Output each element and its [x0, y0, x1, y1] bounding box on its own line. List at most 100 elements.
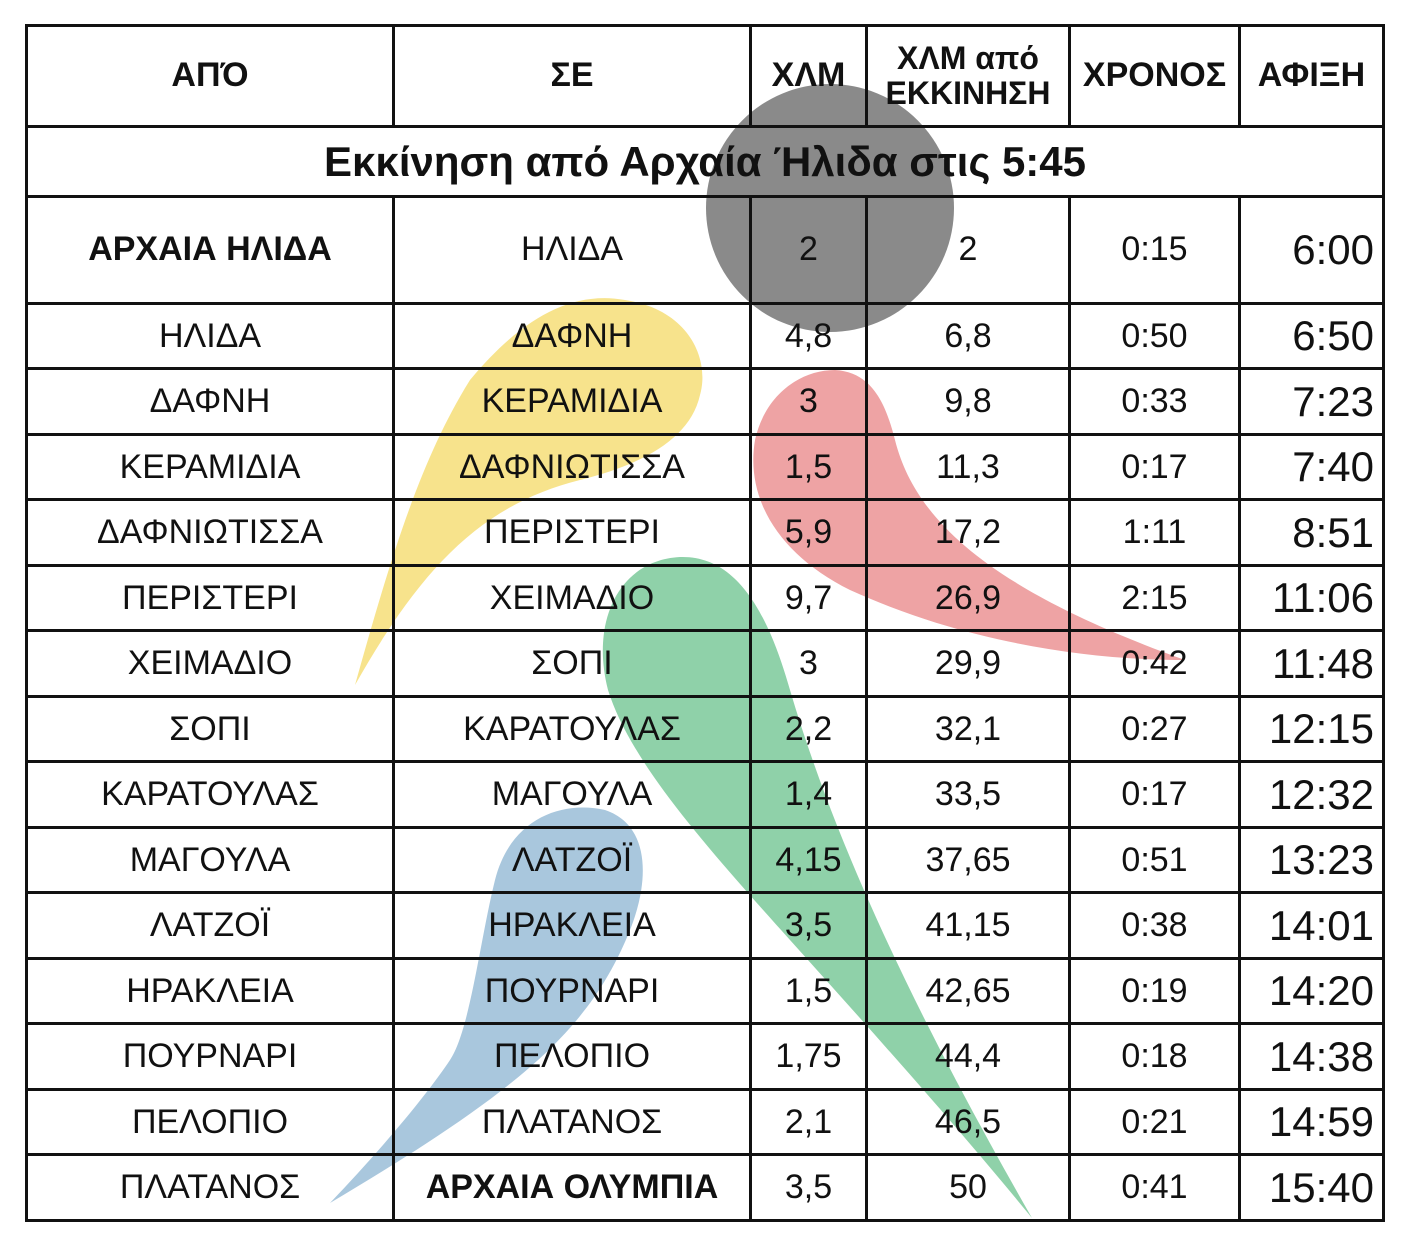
table-row: ΣΟΠΙ ΚΑΡΑΤΟΥΛΑΣ 2,2 32,1 0:27 12:15 [25, 694, 1385, 764]
table-row: ΔΑΦΝΙΩΤΙΣΣΑ ΠΕΡΙΣΤΕΡΙ 5,9 17,2 1:11 8:51 [25, 498, 1385, 567]
from-cell: ΑΡΧΑΙΑ ΗΛΙΔΑ [25, 195, 395, 305]
km-cell: 1,5 [749, 956, 868, 1026]
time-cell: 2:15 [1068, 563, 1241, 633]
from-cell: ΔΑΦΝΙΩΤΙΣΣΑ [25, 498, 395, 567]
to-cell: ΛΑΤΖΟΪ [392, 825, 752, 895]
from-cell: ΛΑΤΖΟΪ [25, 891, 395, 960]
arrival-cell: 6:50 [1238, 301, 1385, 371]
time-cell: 0:18 [1068, 1022, 1241, 1091]
km-cell: 9,7 [749, 563, 868, 633]
to-cell: ΑΡΧΑΙΑ ΟΛΥΜΠΙΑ [392, 1153, 752, 1222]
to-cell: ΠΕΛΟΠΙΟ [392, 1022, 752, 1091]
time-cell: 0:17 [1068, 760, 1241, 829]
km-from-start-cell: 42,65 [865, 956, 1071, 1026]
km-from-start-cell: 2 [865, 195, 1071, 305]
table-row: ΚΕΡΑΜΙΔΙΑ ΔΑΦΝΙΩΤΙΣΣΑ 1,5 11,3 0:17 7:40 [25, 432, 1385, 502]
km-cell: 1,4 [749, 760, 868, 829]
table-row: ΠΛΑΤΑΝΟΣ ΑΡΧΑΙΑ ΟΛΥΜΠΙΑ 3,5 50 0:41 15:40 [25, 1153, 1385, 1222]
arrival-cell: 6:00 [1238, 195, 1385, 305]
arrival-cell: 12:32 [1238, 760, 1385, 829]
table-row: ΚΑΡΑΤΟΥΛΑΣ ΜΑΓΟΥΛΑ 1,4 33,5 0:17 12:32 [25, 760, 1385, 829]
km-from-start-cell: 6,8 [865, 301, 1071, 371]
km-from-start-cell: 32,1 [865, 694, 1071, 764]
from-cell: ΣΟΠΙ [25, 694, 395, 764]
arrival-cell: 14:20 [1238, 956, 1385, 1026]
from-cell: ΠΕΛΟΠΙΟ [25, 1087, 395, 1157]
km-from-start-cell: 50 [865, 1153, 1071, 1222]
km-cell: 3 [749, 367, 868, 436]
header-from: ΑΠΌ [25, 24, 395, 128]
from-cell: ΗΡΑΚΛΕΙΑ [25, 956, 395, 1026]
km-cell: 1,75 [749, 1022, 868, 1091]
table-row: ΛΑΤΖΟΪ ΗΡΑΚΛΕΙΑ 3,5 41,15 0:38 14:01 [25, 891, 1385, 960]
arrival-cell: 14:01 [1238, 891, 1385, 960]
time-cell: 0:19 [1068, 956, 1241, 1026]
km-cell: 5,9 [749, 498, 868, 567]
km-from-start-cell: 17,2 [865, 498, 1071, 567]
to-cell: ΠΕΡΙΣΤΕΡΙ [392, 498, 752, 567]
from-cell: ΚΕΡΑΜΙΔΙΑ [25, 432, 395, 502]
arrival-cell: 11:06 [1238, 563, 1385, 633]
from-cell: ΧΕΙΜΑΔΙΟ [25, 629, 395, 698]
km-from-start-cell: 9,8 [865, 367, 1071, 436]
to-cell: ΔΑΦΝΗ [392, 301, 752, 371]
header-km-from-start: ΧΛΜ από ΕΚΚΙΝΗΣΗ [865, 24, 1071, 128]
time-cell: 0:50 [1068, 301, 1241, 371]
table-row: ΧΕΙΜΑΔΙΟ ΣΟΠΙ 3 29,9 0:42 11:48 [25, 629, 1385, 698]
to-cell: ΗΡΑΚΛΕΙΑ [392, 891, 752, 960]
km-from-start-cell: 33,5 [865, 760, 1071, 829]
arrival-cell: 15:40 [1238, 1153, 1385, 1222]
header-km: ΧΛΜ [749, 24, 868, 128]
table-row: ΜΑΓΟΥΛΑ ΛΑΤΖΟΪ 4,15 37,65 0:51 13:23 [25, 825, 1385, 895]
table-row: ΠΕΡΙΣΤΕΡΙ ΧΕΙΜΑΔΙΟ 9,7 26,9 2:15 11:06 [25, 563, 1385, 633]
time-cell: 0:42 [1068, 629, 1241, 698]
time-cell: 0:17 [1068, 432, 1241, 502]
time-cell: 0:15 [1068, 195, 1241, 305]
to-cell: ΜΑΓΟΥΛΑ [392, 760, 752, 829]
arrival-cell: 13:23 [1238, 825, 1385, 895]
table-row: ΑΡΧΑΙΑ ΗΛΙΔΑ ΗΛΙΔΑ 2 2 0:15 6:00 [25, 195, 1385, 305]
to-cell: ΣΟΠΙ [392, 629, 752, 698]
km-cell: 3 [749, 629, 868, 698]
from-cell: ΔΑΦΝΗ [25, 367, 395, 436]
from-cell: ΚΑΡΑΤΟΥΛΑΣ [25, 760, 395, 829]
km-from-start-cell: 37,65 [865, 825, 1071, 895]
time-cell: 0:27 [1068, 694, 1241, 764]
km-from-start-cell: 41,15 [865, 891, 1071, 960]
time-cell: 0:51 [1068, 825, 1241, 895]
start-title: Εκκίνηση από Αρχαία Ήλιδα στις 5:45 [25, 125, 1385, 198]
arrival-cell: 8:51 [1238, 498, 1385, 567]
arrival-cell: 7:23 [1238, 367, 1385, 436]
header-time: ΧΡΟΝΟΣ [1068, 24, 1241, 128]
time-cell: 0:21 [1068, 1087, 1241, 1157]
time-cell: 1:11 [1068, 498, 1241, 567]
arrival-cell: 11:48 [1238, 629, 1385, 698]
to-cell: ΧΕΙΜΑΔΙΟ [392, 563, 752, 633]
km-from-start-cell: 44,4 [865, 1022, 1071, 1091]
km-from-start-cell: 29,9 [865, 629, 1071, 698]
km-cell: 2,1 [749, 1087, 868, 1157]
to-cell: ΗΛΙΔΑ [392, 195, 752, 305]
from-cell: ΗΛΙΔΑ [25, 301, 395, 371]
km-cell: 3,5 [749, 891, 868, 960]
route-rows: ΑΡΧΑΙΑ ΗΛΙΔΑ ΗΛΙΔΑ 2 2 0:15 6:00 ΗΛΙΔΑ ΔΑΦΝΗ 4,8… [25, 195, 1385, 1222]
km-from-start-cell: 46,5 [865, 1087, 1071, 1157]
time-cell: 0:41 [1068, 1153, 1241, 1222]
km-cell: 2,2 [749, 694, 868, 764]
to-cell: ΠΛΑΤΑΝΟΣ [392, 1087, 752, 1157]
km-from-start-cell: 11,3 [865, 432, 1071, 502]
to-cell: ΔΑΦΝΙΩΤΙΣΣΑ [392, 432, 752, 502]
arrival-cell: 12:15 [1238, 694, 1385, 764]
km-cell: 2 [749, 195, 868, 305]
from-cell: ΠΟΥΡΝΑΡΙ [25, 1022, 395, 1091]
arrival-cell: 7:40 [1238, 432, 1385, 502]
title-row: Εκκίνηση από Αρχαία Ήλιδα στις 5:45 [25, 125, 1385, 198]
table-row: ΠΟΥΡΝΑΡΙ ΠΕΛΟΠΙΟ 1,75 44,4 0:18 14:38 [25, 1022, 1385, 1091]
to-cell: ΚΕΡΑΜΙΔΙΑ [392, 367, 752, 436]
header-to: ΣΕ [392, 24, 752, 128]
time-cell: 0:38 [1068, 891, 1241, 960]
table-row: ΠΕΛΟΠΙΟ ΠΛΑΤΑΝΟΣ 2,1 46,5 0:21 14:59 [25, 1087, 1385, 1157]
km-cell: 1,5 [749, 432, 868, 502]
arrival-cell: 14:59 [1238, 1087, 1385, 1157]
table-row: ΔΑΦΝΗ ΚΕΡΑΜΙΔΙΑ 3 9,8 0:33 7:23 [25, 367, 1385, 436]
